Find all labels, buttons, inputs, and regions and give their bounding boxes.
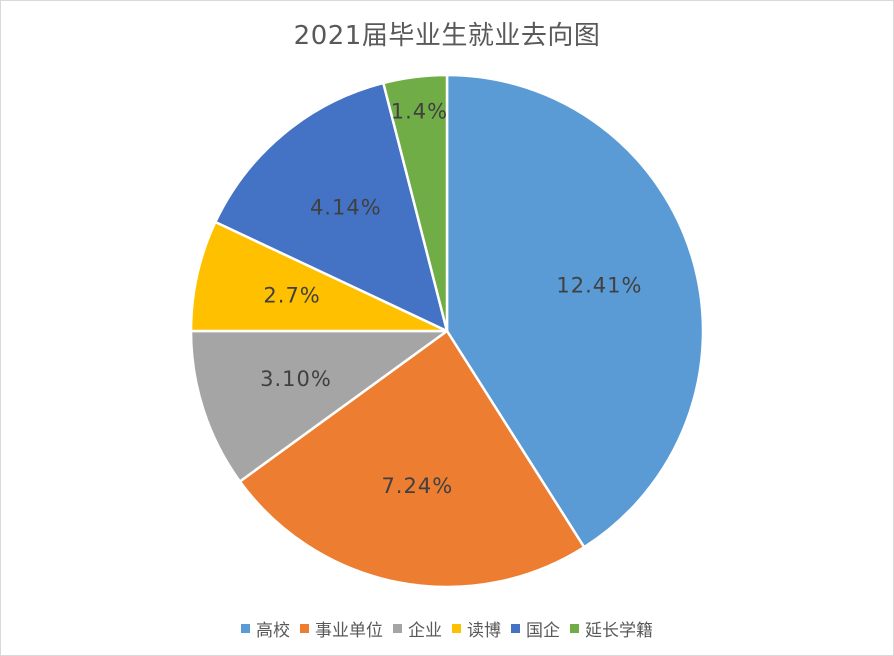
legend-swatch (452, 624, 461, 633)
legend-swatch (241, 624, 250, 633)
legend-item-6: 延长学籍 (570, 616, 653, 641)
legend-label: 事业单位 (315, 621, 383, 641)
legend-label: 国企 (526, 621, 560, 641)
legend-item-2: 事业单位 (300, 616, 383, 641)
data-label-6: 1.4% (391, 100, 448, 124)
legend-label: 读博 (467, 621, 501, 641)
pie-slice-1 (445, 73, 705, 549)
data-label-5: 4.14% (310, 196, 382, 220)
legend-item-3: 企业 (393, 616, 442, 641)
data-label-4: 2.7% (263, 283, 320, 307)
pie-slice-2 (238, 329, 586, 589)
chart-legend: 高校 事业单位 企业 读博 国企 延长学籍 (0, 616, 894, 641)
pie-slice-3 (189, 329, 449, 483)
pie-slice-6 (382, 73, 449, 333)
chart-title: 2021届毕业生就业去向图 (293, 21, 601, 51)
data-label-3: 3.10% (260, 367, 332, 391)
legend-item-5: 国企 (511, 616, 560, 641)
legend-label: 延长学籍 (585, 621, 653, 641)
legend-label: 企业 (408, 621, 442, 641)
legend-swatch (393, 624, 402, 633)
legend-swatch (300, 624, 309, 633)
legend-item-4: 读博 (452, 616, 501, 641)
pie-slice-4 (189, 220, 449, 333)
data-label-2: 7.24% (381, 474, 453, 498)
legend-item-1: 高校 (241, 616, 290, 641)
pie-slice-5 (214, 81, 449, 333)
legend-swatch (570, 624, 579, 633)
data-label-1: 12.41% (556, 274, 642, 298)
legend-label: 高校 (256, 621, 290, 641)
legend-swatch (511, 624, 520, 633)
